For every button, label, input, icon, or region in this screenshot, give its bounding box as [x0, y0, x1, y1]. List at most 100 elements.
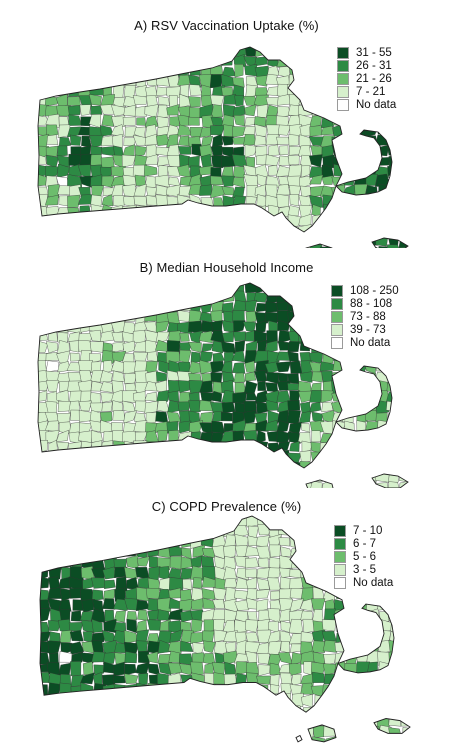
town-region	[67, 194, 81, 208]
town-region	[147, 609, 161, 621]
town-region	[321, 401, 333, 413]
town-region	[104, 579, 116, 589]
town-region	[99, 370, 113, 383]
legend-label: No data	[350, 337, 391, 349]
town-region	[269, 544, 281, 558]
town-region	[234, 589, 249, 601]
town-region	[322, 640, 338, 653]
town-region	[69, 641, 85, 655]
town-region	[311, 640, 325, 653]
town-region	[265, 154, 280, 166]
town-region	[275, 291, 291, 304]
panel-title: B) Median Household Income	[139, 260, 314, 275]
town-region	[71, 651, 83, 664]
town-region	[146, 95, 159, 108]
town-region	[259, 684, 269, 695]
town-region	[376, 420, 390, 433]
town-region	[100, 166, 112, 178]
town-region	[289, 360, 303, 374]
town-region	[135, 145, 148, 157]
town-region	[210, 390, 223, 403]
town-region	[267, 630, 281, 645]
town-region	[276, 54, 290, 68]
town-region	[59, 650, 73, 663]
town-region	[211, 134, 224, 148]
town-region	[56, 163, 72, 179]
town-region	[310, 441, 322, 454]
town-region	[287, 431, 301, 444]
town-region	[309, 125, 323, 137]
legend-swatch	[334, 577, 346, 589]
town-region	[309, 174, 324, 185]
town-region	[80, 672, 95, 685]
town-region	[123, 673, 139, 684]
town-region	[289, 705, 303, 719]
town-region	[38, 173, 47, 187]
state-map	[37, 282, 409, 488]
town-region	[178, 135, 190, 147]
town-region	[133, 420, 148, 433]
state-map	[37, 46, 409, 248]
town-region	[256, 675, 271, 685]
town-region	[199, 184, 213, 196]
town-region	[288, 134, 299, 147]
legend-label: 26 - 31	[356, 60, 392, 72]
town-region	[332, 480, 346, 488]
town-region	[221, 341, 236, 355]
town-region	[70, 610, 82, 622]
legend-swatch	[331, 311, 343, 323]
legend-swatch	[337, 99, 349, 111]
town-region	[253, 292, 269, 303]
town-region	[113, 683, 128, 694]
town-region	[40, 622, 50, 633]
town-region	[47, 184, 60, 199]
town-region	[123, 361, 137, 375]
town-region	[224, 578, 238, 588]
town-region	[103, 652, 116, 665]
legend-swatch	[337, 86, 349, 98]
town-region	[265, 97, 280, 106]
town-region	[122, 144, 135, 157]
town-region	[320, 390, 334, 403]
town-region	[277, 319, 291, 331]
town-region	[309, 361, 322, 373]
town-region	[388, 715, 402, 727]
town-region	[321, 619, 337, 632]
town-region	[124, 651, 138, 664]
town-region	[157, 430, 168, 442]
legend-label: No data	[356, 99, 397, 111]
town-region	[70, 134, 82, 146]
town-region	[300, 631, 316, 643]
town-region	[201, 343, 214, 353]
town-region	[365, 421, 379, 433]
town-region	[132, 134, 148, 146]
town-region	[221, 411, 233, 422]
town-region	[113, 661, 125, 677]
town-region	[300, 423, 311, 433]
town-region	[322, 663, 337, 676]
town-region	[287, 155, 300, 166]
town-region	[311, 371, 323, 383]
town-region	[112, 410, 125, 421]
town-region	[375, 361, 391, 372]
town-region	[244, 283, 258, 293]
town-region	[188, 116, 200, 126]
town-region	[221, 155, 236, 168]
state-outline	[37, 46, 343, 233]
town-region	[99, 381, 113, 393]
town-region	[69, 352, 80, 362]
town-region	[277, 449, 291, 464]
town-region	[254, 116, 267, 127]
town-region	[38, 339, 49, 353]
town-region	[213, 641, 227, 655]
town-region	[145, 339, 158, 354]
town-region	[123, 641, 139, 655]
town-region	[166, 411, 182, 423]
town-region	[199, 299, 212, 315]
legend-swatch	[334, 538, 346, 550]
state-outline	[337, 603, 395, 674]
town-region	[233, 166, 246, 178]
town-region	[68, 163, 82, 177]
town-region	[190, 632, 205, 645]
town-region	[166, 166, 181, 177]
